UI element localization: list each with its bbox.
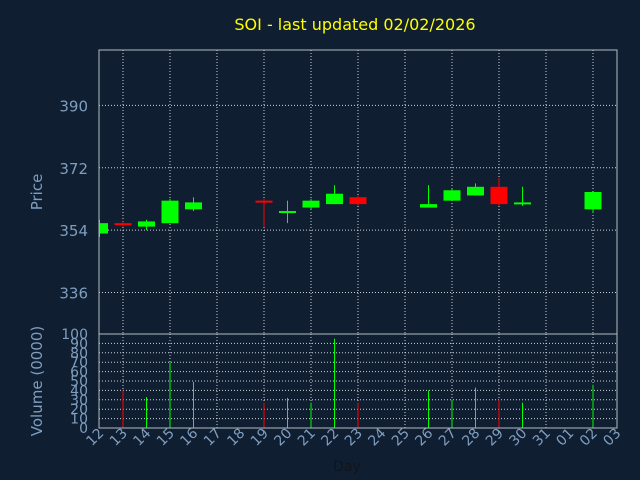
volume-tick-label: 40 (70, 383, 88, 399)
x-tick-label: 28 (459, 426, 483, 450)
x-tick-label: 21 (295, 426, 319, 450)
candle-body (349, 197, 367, 205)
chart-title: SOI - last updated 02/02/2026 (234, 15, 475, 34)
volume-tick-label: 80 (70, 346, 88, 362)
volume-tick-label: 100 (61, 327, 88, 343)
x-tick-label: 20 (271, 426, 295, 450)
x-tick-label: 27 (436, 426, 460, 450)
volume-tick-label: 0 (79, 421, 88, 437)
volume-tick-label: 10 (70, 412, 88, 428)
candle-body (279, 211, 296, 214)
volume-tick-label: 30 (70, 393, 88, 409)
x-tick-label: 14 (130, 425, 154, 449)
x-tick-label: 16 (177, 425, 201, 449)
x-tick-label: 15 (154, 426, 178, 450)
candle-body (420, 204, 437, 208)
price-tick-labels: 336 354 372 390 (59, 97, 88, 302)
x-tick-label: 03 (600, 426, 624, 450)
price-tick-label: 390 (59, 97, 88, 115)
candle-body (584, 192, 602, 210)
x-tick-labels: 12 13 14 15 16 17 18 19 20 21 22 23 24 25 26 27 28 29 30 31… (83, 425, 624, 449)
candle-body (99, 223, 108, 234)
volume-tick-label: 70 (70, 355, 88, 371)
x-tick-label: 24 (365, 425, 389, 449)
volume-bars (122, 338, 594, 428)
volume-tick-label: 90 (70, 336, 88, 352)
x-tick-label: 02 (577, 426, 601, 450)
candle-body (255, 200, 273, 203)
x-axis-label: Day (333, 459, 361, 475)
x-tick-label: 18 (224, 426, 248, 450)
volume-tick-label: 50 (70, 374, 88, 390)
candle-body (326, 193, 343, 205)
x-tick-label: 31 (530, 426, 554, 450)
price-axis-label: Price (28, 174, 46, 211)
volume-tick-label: 60 (70, 365, 88, 381)
volume-axis-label: Volume (0000) (28, 326, 46, 436)
x-tick-label: 17 (201, 426, 225, 450)
price-tick-label: 336 (59, 284, 88, 302)
candle-body (514, 202, 531, 205)
x-tick-label: 25 (389, 426, 413, 450)
x-tick-label: 19 (248, 426, 272, 450)
price-tick-label: 372 (59, 160, 88, 178)
x-tick-label: 30 (506, 426, 530, 450)
price-candles (99, 178, 602, 238)
volume-tick-label: 20 (70, 402, 88, 418)
candle-body (114, 223, 132, 226)
x-tick-label: 23 (342, 426, 366, 450)
candle-body (138, 221, 155, 227)
candle-body (467, 186, 484, 196)
price-grid (99, 50, 617, 334)
candle-body (161, 200, 179, 224)
price-tick-label: 354 (59, 222, 88, 240)
x-tick-label: 13 (107, 426, 131, 450)
candle-body (443, 190, 461, 201)
x-tick-label: 22 (318, 426, 342, 450)
volume-frame (98, 333, 618, 429)
x-tick-label: 01 (553, 426, 577, 450)
candle-body (490, 186, 508, 205)
candle-body (185, 202, 202, 210)
candle-body (302, 200, 320, 208)
x-tick-label: 26 (412, 425, 436, 449)
x-tick-label: 29 (483, 426, 507, 450)
